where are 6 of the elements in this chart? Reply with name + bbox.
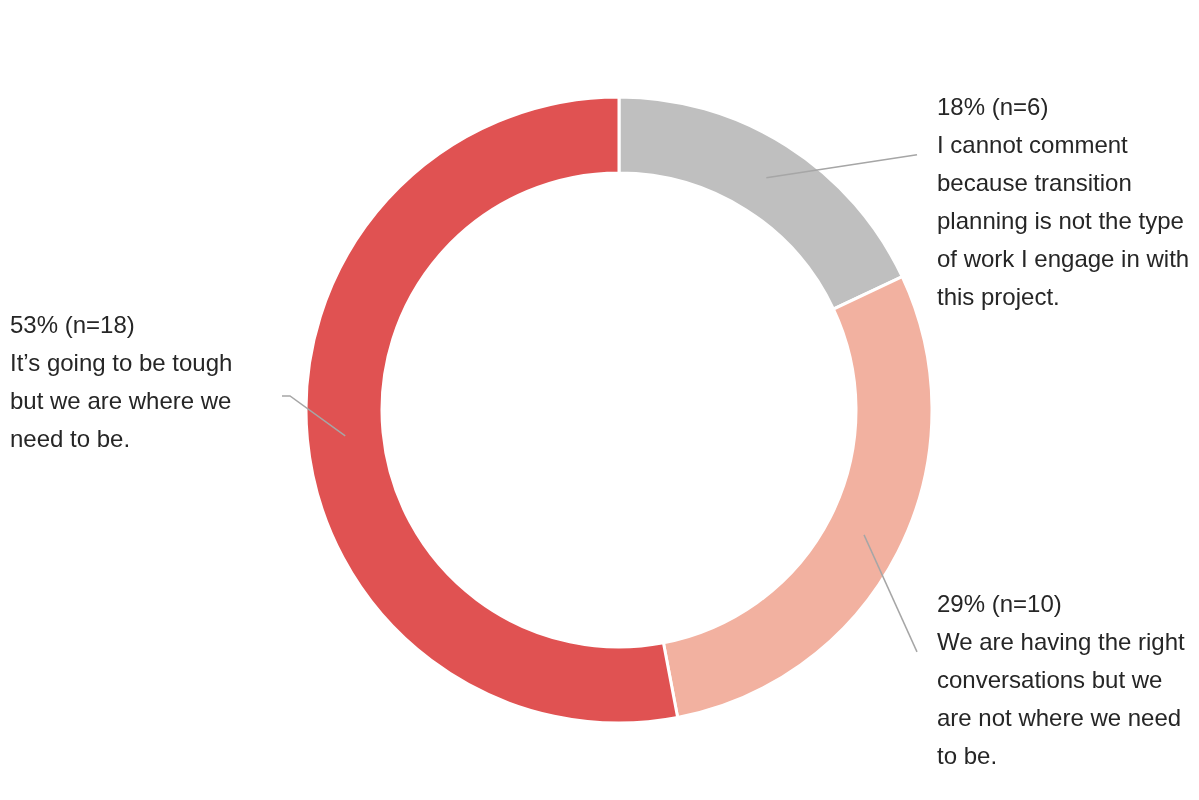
slice-label: I cannot comment because transition planning is not the type of work I engage in with this project.: [937, 129, 1191, 312]
data-label: 53% (n=18): [10, 309, 136, 340]
slice-label: We are having the right conversations but we are not where we need to be.: [937, 626, 1186, 771]
data-label: 29% (n=10): [937, 588, 1063, 619]
slice-label: It’s going to be tough but we are where we need to be.: [10, 347, 234, 454]
data-label: 18% (n=6): [937, 91, 1050, 122]
